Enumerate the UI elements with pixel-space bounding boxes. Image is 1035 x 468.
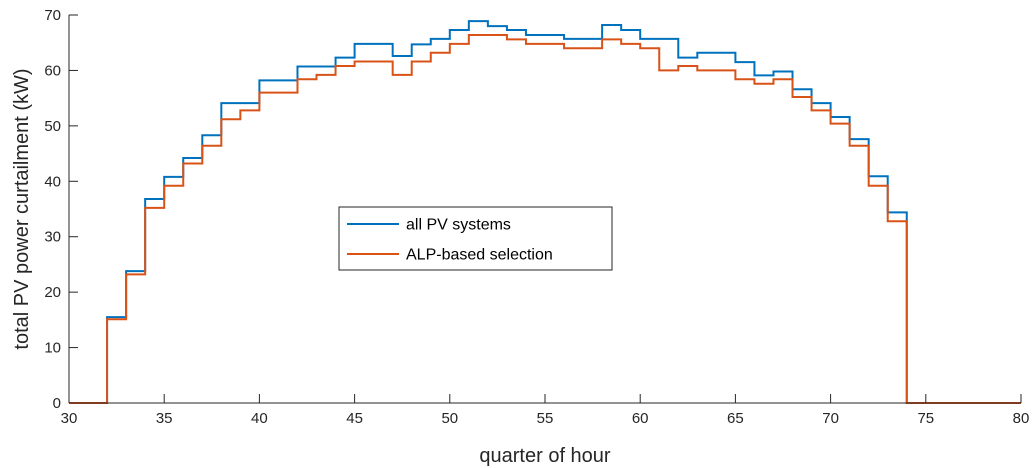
x-tick-label-70: 70	[822, 410, 839, 427]
y-tick-label-50: 50	[44, 118, 61, 135]
y-tick-label-0: 0	[53, 395, 61, 412]
legend-box	[338, 206, 613, 271]
y-tick-label-60: 60	[44, 62, 61, 79]
y-axis-label: total PV power curtailment (kW)	[11, 68, 33, 349]
x-tick-label-45: 45	[346, 410, 363, 427]
x-tick-label-65: 65	[727, 410, 744, 427]
x-tick-label-40: 40	[251, 410, 268, 427]
legend-label-alp: ALP-based selection	[406, 247, 553, 264]
x-tick-label-60: 60	[632, 410, 649, 427]
y-tick-label-30: 30	[44, 229, 61, 246]
series-line-alp-based-selection	[69, 33, 1021, 404]
x-tick-label-30: 30	[61, 410, 78, 427]
x-tick-label-80: 80	[1013, 410, 1030, 427]
x-tick-label-35: 35	[156, 410, 173, 427]
y-tick-label-40: 40	[44, 173, 61, 190]
axes-layer: 30 35 40 45 50 55 60 65 70 75 80 0 10 20 30 40 50 60 70	[44, 7, 1029, 427]
x-tick-label-75: 75	[917, 410, 934, 427]
x-axis-label: quarter of hour	[479, 445, 611, 467]
x-tick-label-50: 50	[441, 410, 458, 427]
series-layer	[69, 20, 1021, 404]
legend: all PV systems ALP-based selection	[338, 206, 613, 271]
y-tick-label-20: 20	[44, 284, 61, 301]
y-tick-label-10: 10	[44, 340, 61, 357]
x-tick-label-55: 55	[537, 410, 554, 427]
legend-label-all-pv: all PV systems	[406, 217, 511, 234]
y-tick-label-70: 70	[44, 7, 61, 24]
